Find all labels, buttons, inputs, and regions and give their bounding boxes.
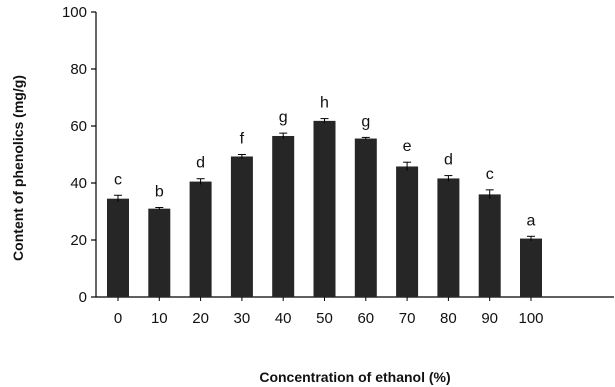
y-tick-label: 100 — [62, 4, 87, 21]
x-tick-label: 50 — [316, 310, 333, 327]
significance-label: g — [279, 109, 288, 126]
bar — [437, 178, 460, 297]
bar — [520, 238, 542, 297]
x-tick-label: 90 — [481, 310, 498, 327]
bar — [107, 198, 129, 297]
significance-label: h — [320, 95, 329, 112]
y-tick-label: 80 — [70, 61, 87, 78]
y-tick-label: 0 — [79, 289, 87, 306]
bar — [396, 166, 419, 297]
bar — [354, 138, 377, 297]
x-tick-label: 40 — [275, 310, 292, 327]
significance-label: a — [527, 212, 536, 229]
x-tick-label: 30 — [234, 310, 251, 327]
y-axis-title: Content of phenolics (mg/g) — [10, 75, 26, 261]
significance-label: g — [361, 113, 370, 130]
significance-label: e — [403, 138, 412, 155]
bar — [148, 208, 171, 297]
significance-label: f — [240, 131, 245, 148]
bar — [478, 194, 501, 297]
bar — [189, 181, 212, 297]
x-tick-label: 70 — [399, 310, 416, 327]
x-axis-title: Concentration of ethanol (%) — [259, 369, 450, 385]
x-tick-label: 100 — [518, 310, 543, 327]
x-tick-label: 60 — [357, 310, 374, 327]
x-tick-label: 80 — [440, 310, 457, 327]
significance-label: c — [486, 166, 494, 183]
significance-label: d — [196, 155, 205, 172]
x-tick-label: 0 — [114, 310, 122, 327]
bar — [272, 135, 295, 297]
significance-label: d — [444, 152, 453, 169]
bar — [230, 156, 253, 297]
plot-area: 0 20 40 60 80 100 0 c 10 b 20 d 30 f 40 g 50 h 60 g 70 e 80 d 90… — [62, 4, 614, 327]
y-tick-label: 40 — [70, 175, 87, 192]
x-tick-label: 10 — [151, 310, 168, 327]
significance-label: c — [114, 171, 122, 188]
x-tick-label: 20 — [192, 310, 209, 327]
bar — [313, 120, 336, 298]
significance-label: b — [155, 184, 164, 201]
y-tick-label: 20 — [70, 232, 87, 249]
y-tick-label: 60 — [70, 118, 87, 135]
